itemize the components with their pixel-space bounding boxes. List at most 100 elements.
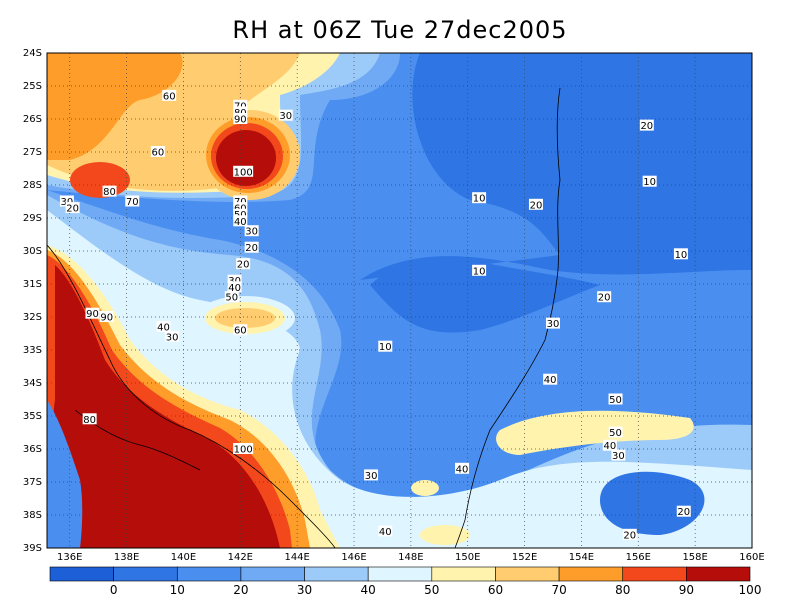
contour-label-bg <box>611 449 626 461</box>
contour-label-bg <box>233 99 248 111</box>
contour-label-bg <box>85 307 100 319</box>
lat-tick-label: 33S <box>23 345 42 356</box>
colorbar-swatch <box>113 566 178 582</box>
lat-tick-label: 34S <box>23 378 42 389</box>
colorbar-label: 40 <box>361 583 376 597</box>
contour-label: 60 <box>234 326 247 337</box>
contour-label-bg <box>227 281 242 293</box>
colorbar-swatch <box>367 566 433 582</box>
contour-label-bg <box>528 198 543 210</box>
contour-label: 50 <box>609 395 622 406</box>
lon-tick-label: 154E <box>569 552 594 563</box>
contour-label-bg <box>102 185 117 197</box>
lat-tick-label: 36S <box>23 444 42 455</box>
plot-frame <box>46 52 753 549</box>
colorbar-label: 30 <box>297 583 312 597</box>
contour-label: 80 <box>103 187 116 198</box>
contour-label: 90 <box>100 313 113 324</box>
colorbar-label: 60 <box>488 583 503 597</box>
lon-tick-label: 144E <box>284 552 309 563</box>
contour-label-bg <box>378 340 393 352</box>
humidity-field <box>47 53 752 548</box>
lon-tick-label: 150E <box>455 552 480 563</box>
contour-label: 20 <box>677 507 690 518</box>
contour-label: 20 <box>530 200 543 211</box>
lon-tick-label: 148E <box>398 552 423 563</box>
contour-label: 30 <box>166 332 179 343</box>
contour-label-bg <box>278 109 293 121</box>
colorbar-label: 20 <box>233 583 248 597</box>
contour-label-bg <box>99 311 114 322</box>
contour-label-bg <box>65 202 80 214</box>
contour-label: 90 <box>234 115 247 126</box>
colorbar-label: 70 <box>551 583 566 597</box>
contour-label-bg <box>233 113 248 124</box>
contour-label-bg <box>59 195 74 207</box>
contour-label-bg <box>602 439 617 451</box>
contour-label-bg <box>162 89 177 101</box>
colorbar-label: 100 <box>739 583 762 597</box>
lat-tick-label: 28S <box>23 180 42 191</box>
contour-label-bg <box>364 469 379 481</box>
contour-label: 30 <box>279 111 292 122</box>
contour-label-bg <box>597 291 612 303</box>
contour-label-bg <box>622 528 637 540</box>
contour-label-bg <box>244 241 259 253</box>
colorbar-label: 0 <box>110 583 118 597</box>
contour-label-bg <box>82 413 97 425</box>
contour-label: 40 <box>603 441 616 452</box>
contour-label-bg <box>156 320 171 332</box>
lon-tick-label: 160E <box>739 552 764 563</box>
contour-label: 10 <box>473 266 486 277</box>
contour-label-bg <box>150 146 165 157</box>
colorbar-swatch <box>622 566 687 582</box>
colorbar-swatch <box>49 566 114 582</box>
coastline <box>47 87 561 548</box>
contour-labels: 6060307080901008070302070605040302020304… <box>59 89 691 541</box>
colorbar-swatch <box>686 566 751 582</box>
contour-label-bg <box>676 505 691 517</box>
contour-label-bg <box>233 106 248 118</box>
contour-label: 50 <box>225 293 238 304</box>
contour-label-bg <box>455 462 470 474</box>
colorbar-swatch <box>558 566 624 582</box>
lat-tick-label: 39S <box>23 543 42 554</box>
colorbar-swatch <box>495 566 560 582</box>
contour-label: 30 <box>365 471 378 482</box>
contour-label-bg <box>378 525 393 537</box>
contour-label-bg <box>233 324 248 336</box>
contour-label: 40 <box>157 322 170 333</box>
contour-label: 30 <box>245 227 258 238</box>
contour-label-bg <box>233 202 248 214</box>
contour-label-bg <box>236 258 251 270</box>
contour-label: 20 <box>598 293 611 304</box>
contour-label: 80 <box>83 415 96 426</box>
contour-label: 40 <box>544 375 557 386</box>
lat-tick-label: 26S <box>23 114 42 125</box>
lat-tick-label: 37S <box>23 477 42 488</box>
contour-label-bg <box>233 208 248 220</box>
contour-label: 20 <box>623 530 636 541</box>
contour-label: 60 <box>163 91 176 102</box>
lon-tick-label: 158E <box>682 552 707 563</box>
lat-tick-label: 24S <box>23 48 42 59</box>
colorbar: 0 10 20 30 40 50 60 70 80 90 100 <box>49 566 762 597</box>
contour-label: 60 <box>151 148 164 159</box>
map-title: RH at 06Z Tue 27dec2005 <box>232 16 568 44</box>
lat-tick-label: 30S <box>23 246 42 257</box>
lat-tick-label: 32S <box>23 312 42 323</box>
lon-tick-label: 146E <box>341 552 366 563</box>
lat-tick-label: 27S <box>23 147 42 158</box>
lat-tick-label: 29S <box>23 213 42 224</box>
contour-label-bg <box>472 264 487 276</box>
contour-label: 40 <box>234 217 247 228</box>
axis-ticks: 136E 138E 140E 142E 144E 146E 148E 150E 152E 154E… <box>23 48 765 563</box>
lon-tick-label: 138E <box>114 552 139 563</box>
contour-label: 10 <box>379 342 392 353</box>
contour-label: 20 <box>640 121 653 132</box>
lon-tick-label: 156E <box>626 552 651 563</box>
contour-label: 10 <box>675 250 688 261</box>
contour-label-bg <box>244 225 259 237</box>
contour-label-bg <box>543 373 558 385</box>
